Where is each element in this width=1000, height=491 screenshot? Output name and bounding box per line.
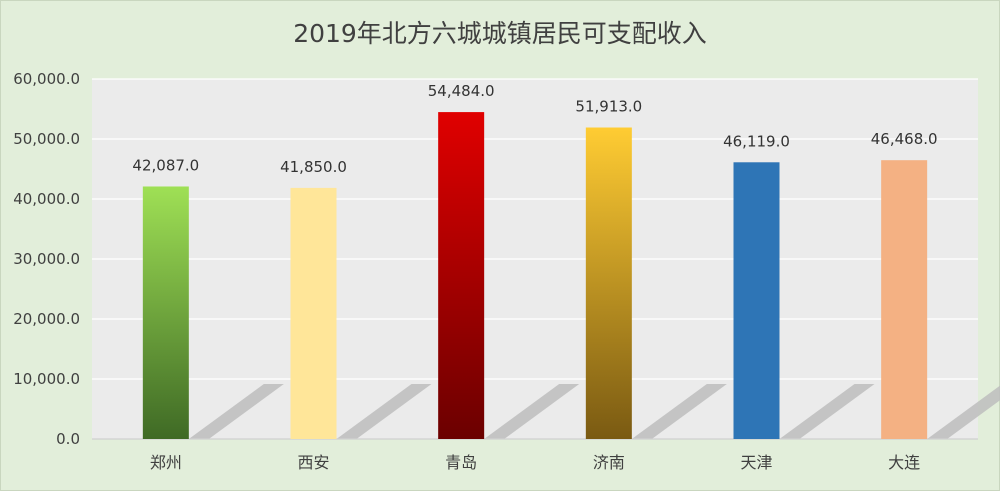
bar-shadow (927, 385, 1000, 439)
x-tick-label: 郑州 (150, 453, 182, 472)
bar-shadow (631, 384, 727, 439)
bar-shadow (188, 384, 284, 439)
data-label: 42,087.0 (132, 156, 199, 174)
bar-shadow (779, 384, 875, 439)
bar-天津 (733, 162, 780, 439)
y-tick-label: 30,000.0 (13, 250, 80, 268)
data-label: 54,484.0 (428, 82, 495, 100)
data-label: 41,850.0 (280, 158, 347, 176)
data-label: 46,468.0 (871, 130, 938, 148)
bars (142, 112, 928, 439)
y-tick-label: 40,000.0 (13, 190, 80, 208)
bar-shadow (484, 384, 580, 439)
y-tick-label: 0.0 (56, 430, 80, 448)
data-label: 51,913.0 (575, 98, 642, 116)
bar-郑州 (142, 186, 189, 439)
x-tick-label: 济南 (593, 453, 625, 472)
x-tick-label: 天津 (740, 453, 772, 472)
y-tick-label: 50,000.0 (13, 130, 80, 148)
y-tick-label: 20,000.0 (13, 310, 80, 328)
y-axis-ticks: 0.0 10,000.0 20,000.0 30,000.0 40,000.0 50,00… (13, 70, 80, 448)
y-tick-label: 10,000.0 (13, 370, 80, 388)
x-axis-ticks: 郑州 西安 青岛 济南 天津 大连 (150, 453, 920, 472)
data-label: 46,119.0 (723, 132, 790, 150)
y-tick-label: 60,000.0 (13, 70, 80, 88)
bar-shadow (336, 384, 432, 439)
shadow-layer (188, 384, 1000, 439)
bar-济南 (585, 127, 632, 439)
gridlines (92, 78, 978, 440)
x-tick-label: 西安 (297, 453, 329, 472)
bar-大连 (881, 160, 928, 439)
chart-title: 2019年北方六城城镇居民可支配收入 (293, 19, 707, 48)
x-tick-label: 青岛 (445, 453, 477, 472)
data-labels: 42,087.0 41,850.0 54,484.0 51,913.0 46,119.0… (132, 82, 937, 176)
bar-青岛 (438, 112, 485, 439)
x-tick-label: 大连 (888, 453, 920, 472)
bar-西安 (290, 187, 337, 439)
